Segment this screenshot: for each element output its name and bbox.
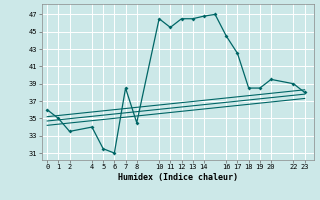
X-axis label: Humidex (Indice chaleur): Humidex (Indice chaleur): [118, 173, 237, 182]
